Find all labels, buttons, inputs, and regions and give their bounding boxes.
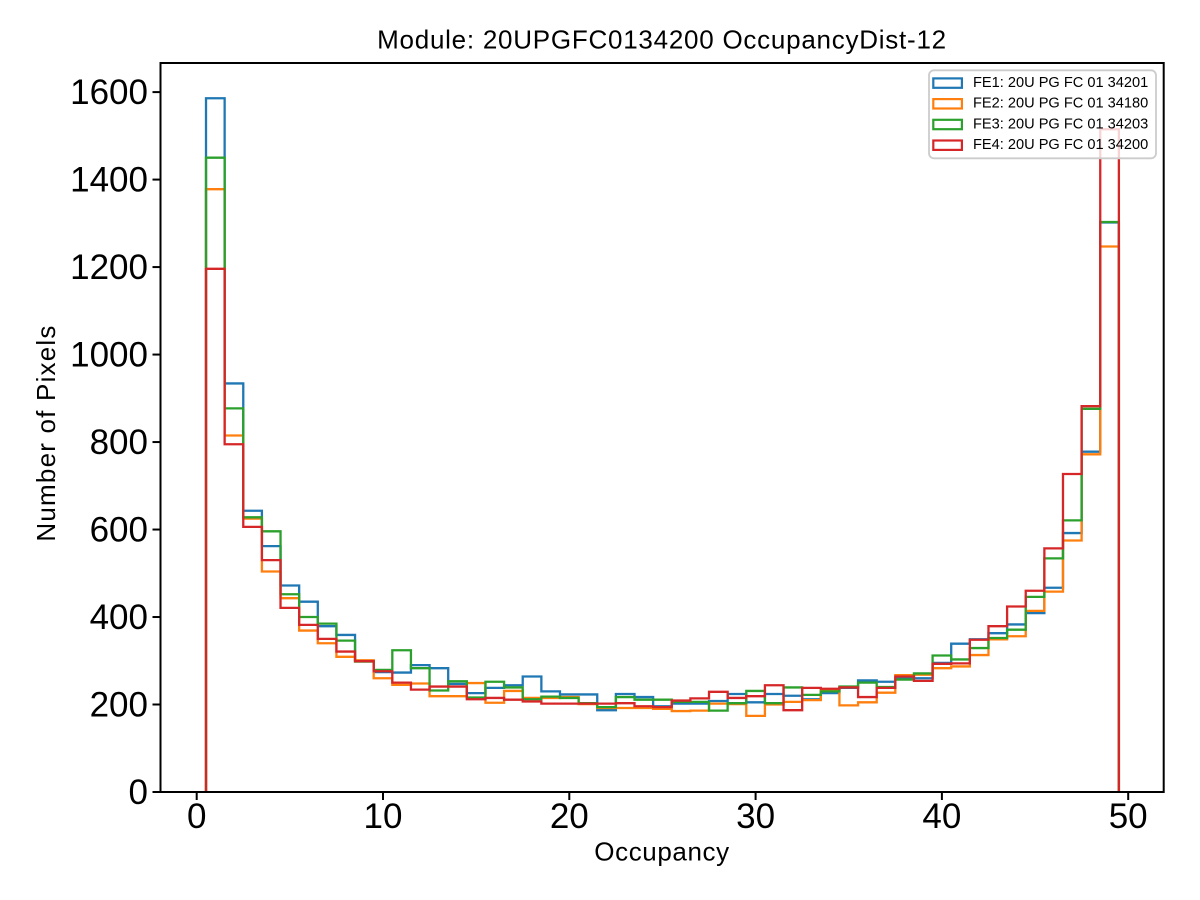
svg-text:200: 200 xyxy=(90,686,148,725)
svg-text:FE4: 20U PG FC 01 34200: FE4: 20U PG FC 01 34200 xyxy=(973,137,1148,153)
svg-text:800: 800 xyxy=(90,423,148,462)
svg-text:400: 400 xyxy=(90,598,148,637)
svg-text:0: 0 xyxy=(129,773,148,812)
svg-text:1400: 1400 xyxy=(70,161,148,200)
svg-text:FE3: 20U PG FC 01 34203: FE3: 20U PG FC 01 34203 xyxy=(973,116,1148,132)
svg-text:FE1: 20U PG FC 01 34201: FE1: 20U PG FC 01 34201 xyxy=(973,75,1148,91)
svg-text:0: 0 xyxy=(187,797,206,836)
svg-text:1600: 1600 xyxy=(70,73,148,112)
svg-text:Module: 20UPGFC0134200 Occupan: Module: 20UPGFC0134200 OccupancyDist-12 xyxy=(377,25,947,55)
svg-text:10: 10 xyxy=(364,797,403,836)
svg-text:Occupancy: Occupancy xyxy=(594,837,729,867)
svg-text:50: 50 xyxy=(1109,797,1148,836)
svg-text:1200: 1200 xyxy=(70,248,148,287)
svg-text:1000: 1000 xyxy=(70,336,148,375)
svg-text:20: 20 xyxy=(550,797,589,836)
svg-text:600: 600 xyxy=(90,511,148,550)
svg-text:30: 30 xyxy=(736,797,775,836)
svg-text:Number of Pixels: Number of Pixels xyxy=(31,324,61,541)
svg-text:40: 40 xyxy=(922,797,961,836)
svg-text:FE2: 20U PG FC 01 34180: FE2: 20U PG FC 01 34180 xyxy=(973,96,1148,112)
